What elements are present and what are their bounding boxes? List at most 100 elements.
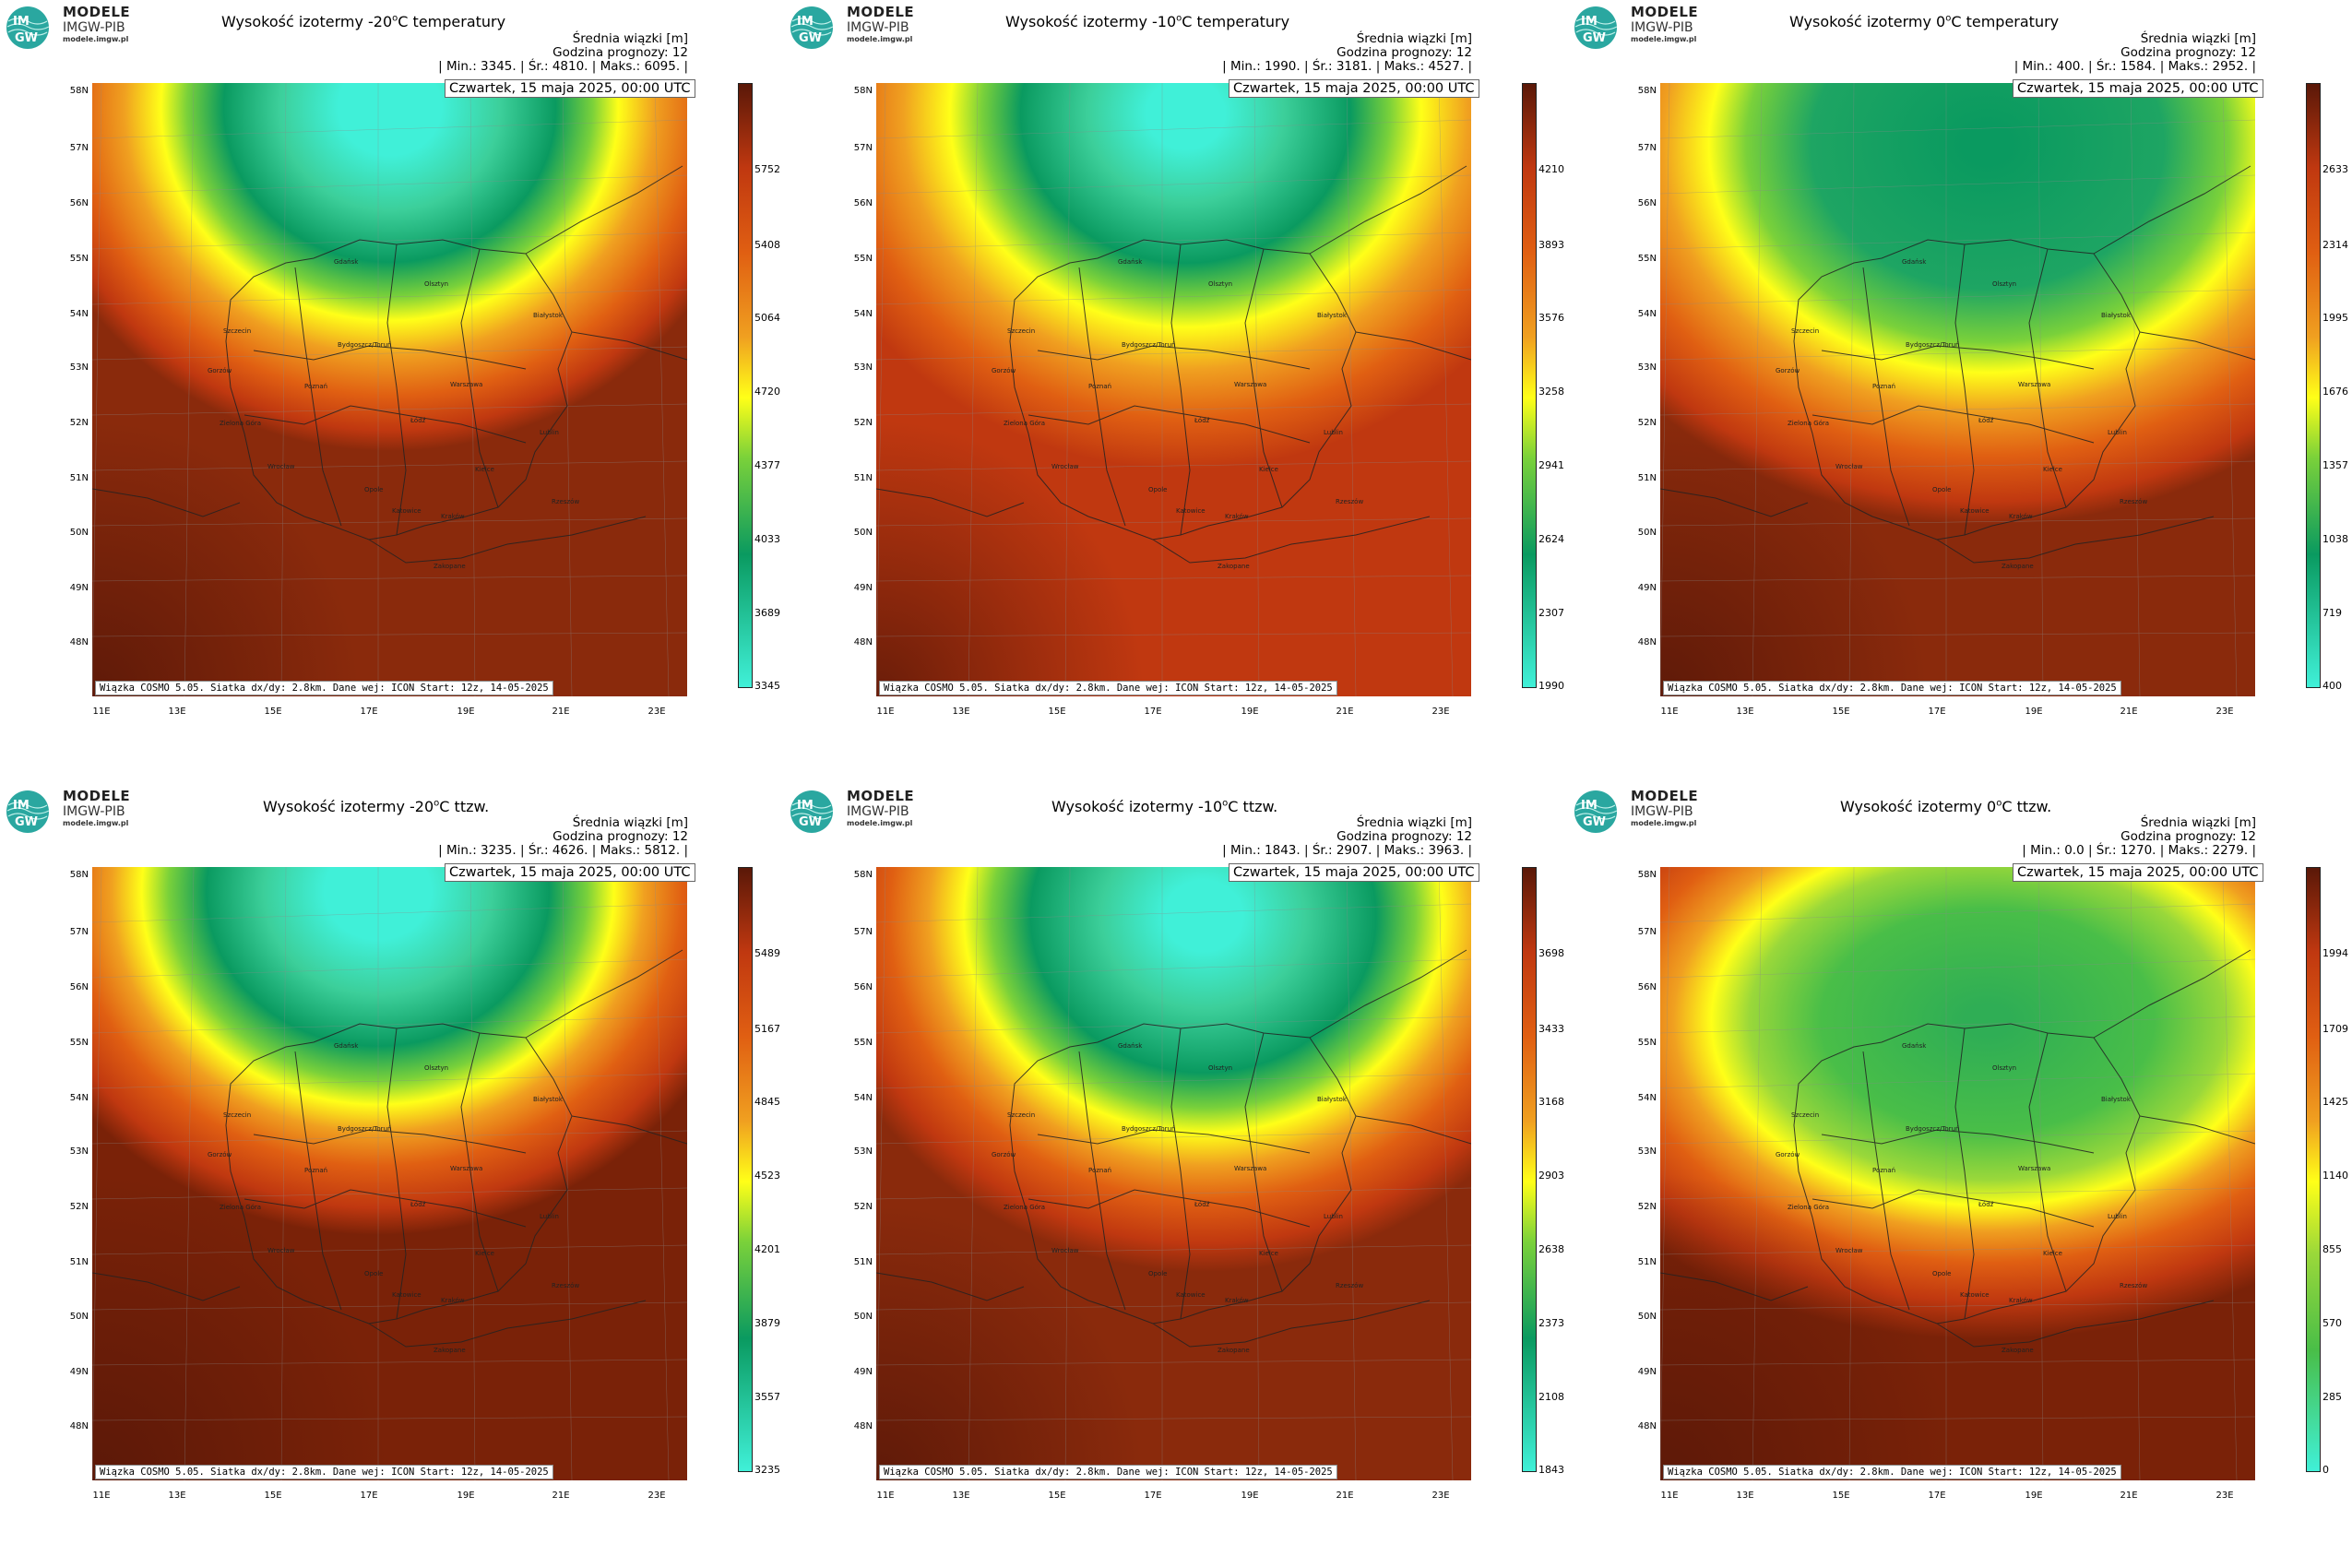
colorbar-tick: 2903: [1538, 1170, 1564, 1182]
lat-label: 55N: [69, 254, 89, 264]
colorbar-tick: 3345: [754, 680, 780, 692]
lat-label: 53N: [69, 362, 89, 373]
city-label: Zielona Góra: [1004, 1204, 1046, 1211]
city-label: Olsztyn: [424, 280, 449, 288]
lat-label: 55N: [853, 254, 873, 264]
lat-label: 58N: [69, 870, 89, 880]
lon-label: 17E: [360, 1491, 378, 1501]
forecast-hour: Godzina prognozy: 12: [552, 45, 688, 60]
lat-label: 48N: [853, 637, 873, 647]
colorbar: [1522, 867, 1537, 1472]
title-suffix: C temperatury: [1951, 13, 2060, 30]
city-label: Lublin: [1324, 429, 1343, 436]
city-label: Olsztyn: [424, 1064, 449, 1072]
imgw-logo-icon: IM GW: [1574, 6, 1618, 49]
city-label: Wrocław: [1835, 1247, 1863, 1254]
city-label: Olsztyn: [1208, 1064, 1233, 1072]
city-label: Zielona Góra: [220, 420, 262, 427]
city-label: Katowice: [1960, 1291, 1990, 1299]
lon-label: 11E: [876, 707, 895, 717]
map-area: [92, 867, 687, 1480]
lon-label: 23E: [1431, 707, 1450, 717]
city-label: Zakopane: [2002, 563, 2034, 570]
city-label: Łódź: [1978, 1201, 1994, 1208]
colorbar-tick: 3258: [1538, 386, 1564, 398]
lat-label: 58N: [853, 86, 873, 96]
svg-text:IM: IM: [13, 799, 30, 813]
brand-line1: MODELE: [847, 788, 915, 804]
city-label: Gdańsk: [1118, 258, 1143, 266]
lat-label: 54N: [69, 1093, 89, 1103]
lat-label: 56N: [1637, 982, 1657, 992]
lon-label: 21E: [1336, 1491, 1354, 1501]
brand-line2: IMGW-PIB: [1631, 804, 1693, 819]
city-label: Opole: [1932, 486, 1952, 493]
city-label: Opole: [364, 486, 384, 493]
lat-label: 50N: [69, 528, 89, 538]
lat-label: 50N: [1637, 528, 1657, 538]
footer-info: Wiązka COSMO 5.05. Siatka dx/dy: 2.8km. …: [1663, 681, 2121, 695]
degree-sign: o: [392, 13, 398, 24]
degree-sign: o: [1222, 798, 1229, 809]
city-label: Poznań: [304, 1167, 328, 1174]
lat-label: 50N: [69, 1312, 89, 1322]
city-label: Lublin: [1324, 1213, 1343, 1220]
colorbar-tick: 1843: [1538, 1464, 1564, 1476]
stats-line: | Min.: 3345. | Śr.: 4810. | Maks.: 6095…: [438, 59, 688, 74]
lon-label: 19E: [2025, 1491, 2043, 1501]
city-label: Opole: [364, 1270, 384, 1277]
brand-line2: IMGW-PIB: [63, 804, 125, 819]
lat-label: 51N: [69, 1257, 89, 1267]
map-area: [1660, 83, 2255, 696]
lat-label: 56N: [1637, 198, 1657, 208]
city-label: Opole: [1932, 1270, 1952, 1277]
city-label: Opole: [1148, 486, 1168, 493]
lon-label: 13E: [168, 707, 186, 717]
forecast-hour: Godzina prognozy: 12: [1336, 829, 1472, 844]
map-area: [92, 83, 687, 696]
lon-label: 17E: [1928, 1491, 1946, 1501]
colorbar-tick: 4201: [754, 1243, 780, 1255]
title-suffix: C temperatury: [398, 13, 506, 30]
lat-label: 53N: [853, 1146, 873, 1157]
lat-label: 55N: [1637, 1038, 1657, 1048]
stats-line: | Min.: 400. | Śr.: 1584. | Maks.: 2952.…: [2013, 59, 2256, 74]
colorbar-tick: 400: [2322, 680, 2342, 692]
lon-label: 21E: [2120, 1491, 2138, 1501]
colorbar-tick: 3698: [1538, 947, 1564, 959]
city-label: Białystok: [533, 1096, 563, 1103]
colorbar: [738, 867, 753, 1472]
city-label: Gdańsk: [1118, 1042, 1143, 1050]
subtitle: Średnia wiązki [m]: [1356, 31, 1472, 46]
colorbar-tick: 4377: [754, 459, 780, 471]
lat-label: 53N: [1637, 362, 1657, 373]
meta-block: Średnia wiązki [m] Godzina prognozy: 12 …: [2014, 32, 2256, 74]
lat-label: 48N: [69, 637, 89, 647]
city-label: Szczecin: [1007, 1111, 1036, 1119]
stats-line: | Min.: 1990. | Śr.: 3181. | Maks.: 4527…: [1222, 59, 1472, 74]
footer-info: Wiązka COSMO 5.05. Siatka dx/dy: 2.8km. …: [95, 1465, 553, 1479]
title-prefix: Wysokość izotermy -20: [221, 13, 393, 30]
colorbar-tick: 2307: [1538, 607, 1564, 619]
city-label: Białystok: [2101, 1096, 2131, 1103]
lon-label: 17E: [1928, 707, 1946, 717]
city-label: Zakopane: [434, 563, 466, 570]
subtitle: Średnia wiązki [m]: [572, 31, 688, 46]
svg-text:GW: GW: [799, 815, 822, 829]
brand-line1: MODELE: [847, 4, 915, 20]
stats-line: | Min.: 0.0 | Śr.: 1270. | Maks.: 2279. …: [2022, 843, 2256, 858]
meta-block: Średnia wiązki [m] Godzina prognozy: 12 …: [2022, 816, 2256, 858]
colorbar-tick: 0: [2322, 1464, 2329, 1476]
brand-line1: MODELE: [1631, 4, 1699, 20]
title-prefix: Wysokość izotermy -20: [263, 798, 434, 815]
lon-label: 21E: [552, 707, 570, 717]
colorbar: [2306, 867, 2321, 1472]
subtitle: Średnia wiązki [m]: [2140, 31, 2256, 46]
city-label: Wrocław: [267, 463, 295, 470]
lat-label: 56N: [69, 198, 89, 208]
city-label: Olsztyn: [1992, 280, 2017, 288]
title-suffix: C temperatury: [1182, 13, 1290, 30]
lon-label: 13E: [1736, 1491, 1754, 1501]
city-label: Kraków: [441, 513, 465, 520]
city-label: Kraków: [1225, 1297, 1249, 1304]
